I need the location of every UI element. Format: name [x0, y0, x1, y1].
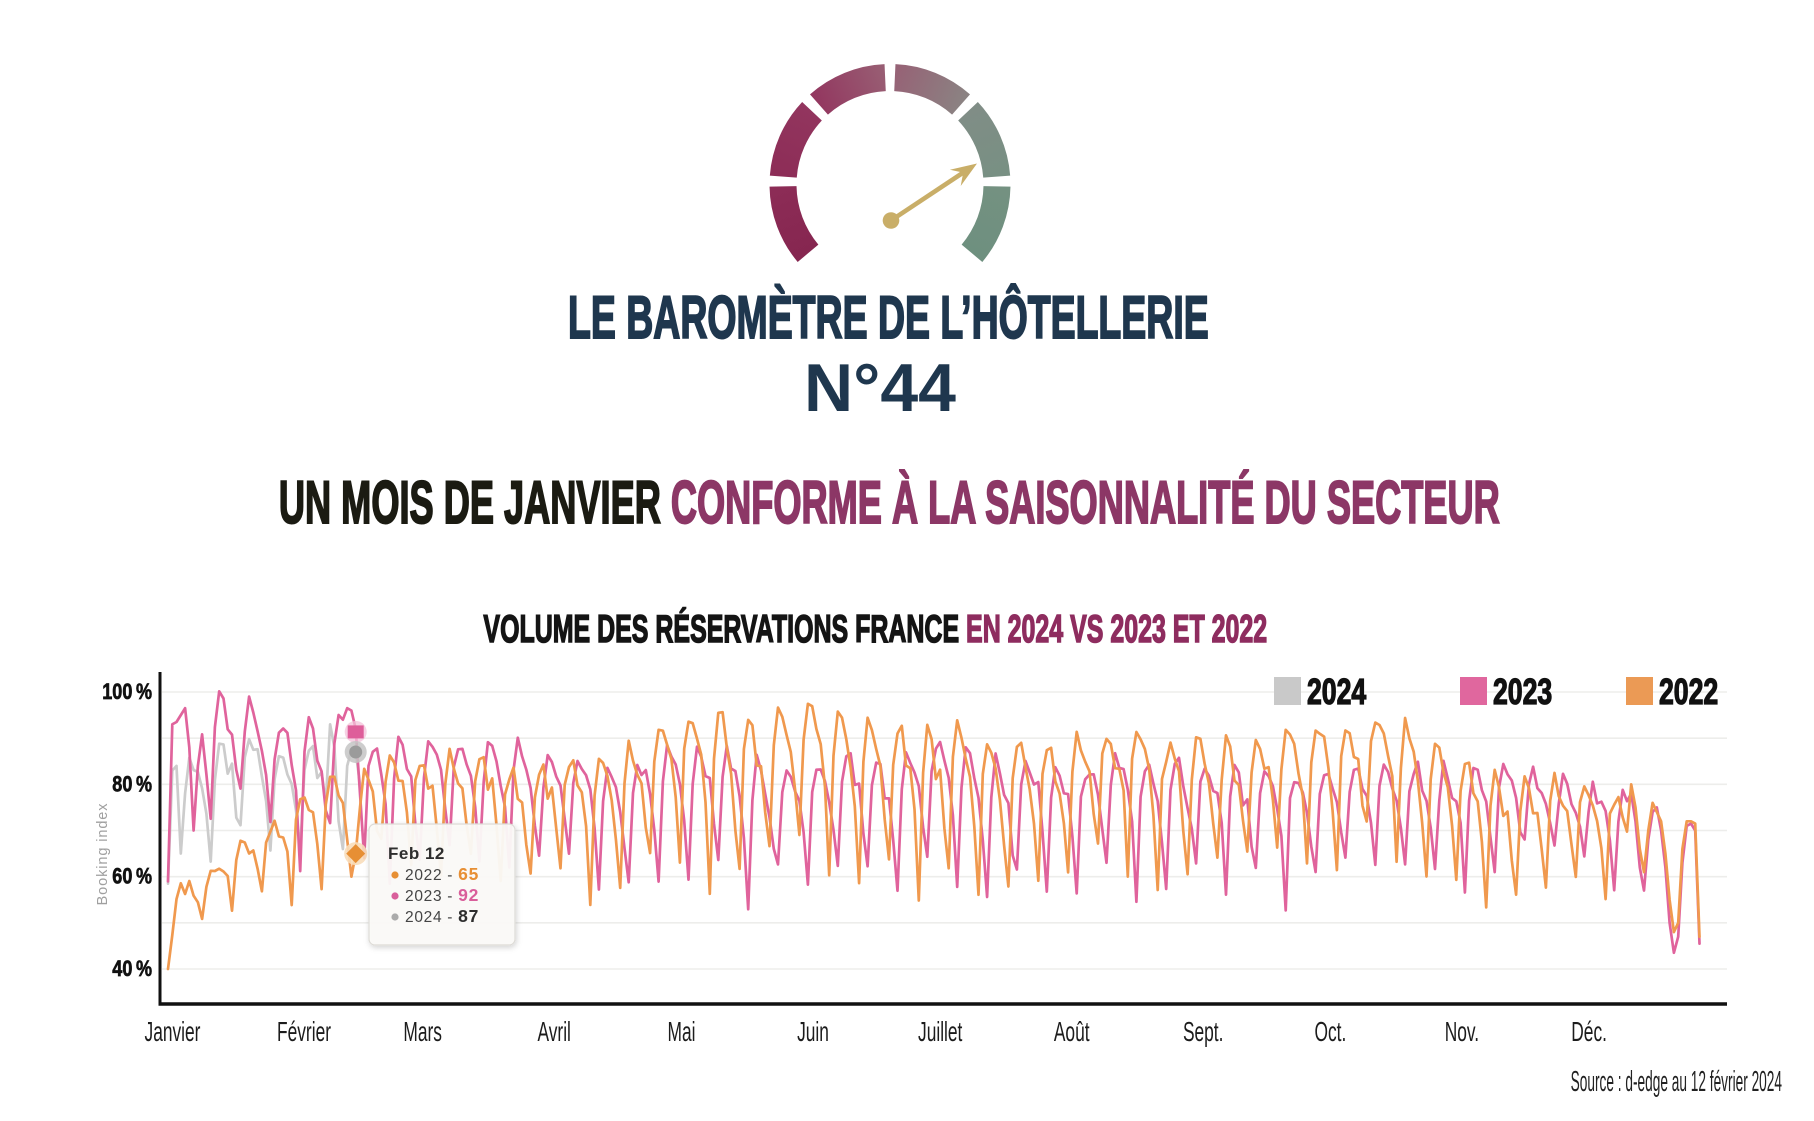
svg-text:Avril: Avril: [537, 1016, 570, 1047]
svg-text:2022: 2022: [1659, 671, 1718, 712]
svg-text:Mars: Mars: [403, 1016, 442, 1047]
svg-text:Janvier: Janvier: [145, 1016, 201, 1047]
svg-text:Source : d-edge au 12 février: Source : d-edge au 12 février 2024: [1571, 1066, 1782, 1098]
svg-text:Mai: Mai: [668, 1016, 696, 1047]
svg-text:Déc.: Déc.: [1571, 1016, 1607, 1047]
svg-text:2024 - 87: 2024 - 87: [405, 906, 479, 926]
svg-text:Booking index: Booking index: [95, 803, 111, 906]
svg-text:Oct.: Oct.: [1314, 1016, 1346, 1047]
svg-text:60 %: 60 %: [112, 865, 152, 889]
svg-text:Nov.: Nov.: [1445, 1016, 1479, 1047]
svg-text:Juillet: Juillet: [918, 1016, 963, 1047]
svg-text:Sept.: Sept.: [1183, 1016, 1224, 1047]
svg-text:40 %: 40 %: [112, 957, 152, 981]
svg-text:2023 - 92: 2023 - 92: [405, 885, 479, 905]
svg-text:2022 - 65: 2022 - 65: [405, 864, 479, 884]
svg-text:2024: 2024: [1307, 671, 1367, 712]
svg-text:Juin: Juin: [797, 1016, 829, 1047]
svg-text:Août: Août: [1054, 1016, 1090, 1047]
svg-text:2023: 2023: [1493, 671, 1552, 712]
svg-text:100 %: 100 %: [102, 680, 152, 704]
svg-text:Février: Février: [277, 1016, 331, 1047]
svg-text:80 %: 80 %: [112, 773, 152, 797]
svg-text:Feb 12: Feb 12: [388, 844, 445, 863]
